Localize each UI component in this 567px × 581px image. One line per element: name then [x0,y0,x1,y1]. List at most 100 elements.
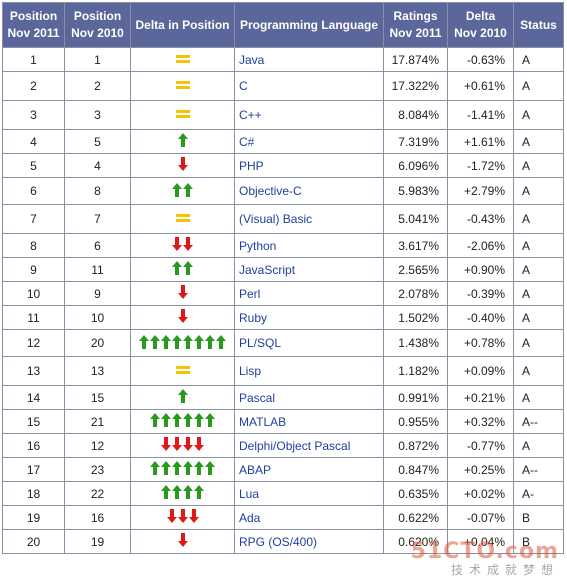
status-cell: B [513,529,564,554]
delta-rating-cell: -1.41% [447,100,514,130]
rating-cell: 1.438% [383,329,448,357]
language-link[interactable]: ABAP [239,462,272,477]
arrow-up-icon [150,461,160,475]
header-position-2010[interactable]: Position Nov 2010 [64,2,131,48]
language-link[interactable]: C [239,79,248,93]
delta-rating-cell: -0.39% [447,281,514,306]
language-link[interactable]: C++ [239,108,262,122]
language-link[interactable]: PHP [239,158,264,173]
table-row: 11 10 Ruby 1.502% -0.40% A [2,305,564,330]
status-cell: B [513,505,564,530]
table-row: 5 4 PHP 6.096% -1.72% A [2,153,564,178]
position-2010-cell: 9 [64,281,131,306]
status-cell: A [513,356,564,386]
language-link[interactable]: Ruby [239,310,268,325]
header-language[interactable]: Programming Language [234,2,384,48]
position-2011-cell: 16 [2,433,65,458]
delta-position-cell [130,505,235,530]
delta-position-cell [130,329,235,357]
delta-position-cell [130,529,235,554]
language-link[interactable]: Python [239,238,277,253]
position-2010-cell: 8 [64,177,131,205]
language-link[interactable]: Java [239,52,265,67]
delta-rating-cell: +0.90% [447,257,514,282]
delta-indicator [166,509,199,523]
status-cell: A-- [513,409,564,434]
table-row: 2 2 C 17.322% +0.61% A [2,71,564,101]
language-cell: (Visual) Basic [234,204,384,234]
language-cell: Python [234,233,384,258]
status-cell: A [513,233,564,258]
position-2011-cell: 8 [2,233,65,258]
arrow-up-icon [177,133,188,147]
language-link[interactable]: (Visual) Basic [239,212,313,226]
rating-cell: 0.622% [383,505,448,530]
delta-rating-cell: +0.09% [447,356,514,386]
arrow-up-icon [183,334,193,349]
delta-indicator [175,109,190,119]
language-link[interactable]: Lua [239,486,260,501]
language-link[interactable]: C# [239,134,255,149]
delta-rating-cell: +0.21% [447,385,514,410]
delta-position-cell [130,129,235,154]
delta-position-cell [130,177,235,205]
header-position-2011-label: Position Nov 2011 [7,9,60,40]
rating-cell: 17.322% [383,71,448,101]
delta-rating-cell: +0.32% [447,409,514,434]
status-cell: A [513,433,564,458]
language-link[interactable]: PL/SQL [239,336,282,350]
language-link[interactable]: RPG (OS/400) [239,534,318,549]
arrow-up-icon [172,413,182,427]
language-link[interactable]: Perl [239,286,261,301]
delta-rating-cell: +0.78% [447,329,514,357]
arrow-up-icon [172,485,182,499]
language-link[interactable]: Lisp [239,364,262,378]
delta-indicator [139,334,226,349]
language-cell: Ada [234,505,384,530]
tiobe-ranking-table-container: Position Nov 2011 Position Nov 2010 Delt… [2,2,564,554]
language-link[interactable]: Objective-C [239,184,302,198]
arrow-down-icon [177,309,188,323]
language-cell: PHP [234,153,384,178]
delta-position-cell [130,305,235,330]
position-2011-cell: 11 [2,305,65,330]
table-row: 17 23 ABAP 0.847% +0.25% A-- [2,457,564,482]
language-link[interactable]: Ada [239,510,261,525]
header-position-2011[interactable]: Position Nov 2011 [2,2,65,48]
arrow-up-icon [205,461,215,475]
language-cell: JavaScript [234,257,384,282]
header-status[interactable]: Status [513,2,564,48]
language-cell: C# [234,129,384,154]
language-link[interactable]: Pascal [239,390,276,405]
language-cell: Perl [234,281,384,306]
arrow-down-icon [177,509,188,523]
language-cell: C [234,71,384,101]
rating-cell: 3.617% [383,233,448,258]
position-2010-cell: 23 [64,457,131,482]
watermark-slogan: 技术成就梦想 [450,563,559,577]
language-link[interactable]: Delphi/Object Pascal [239,438,351,453]
arrow-up-icon [161,334,171,349]
language-cell: RPG (OS/400) [234,529,384,554]
arrow-down-icon [188,509,199,523]
arrow-up-icon [183,413,193,427]
language-link[interactable]: JavaScript [239,262,296,277]
position-2010-cell: 11 [64,257,131,282]
position-2011-cell: 1 [2,47,65,72]
language-link[interactable]: MATLAB [239,414,287,429]
position-2010-cell: 7 [64,204,131,234]
header-delta-position-label: Delta in Position [135,17,230,32]
rating-cell: 7.319% [383,129,448,154]
table-body: 1 1 Java 17.874% -0.63% A 2 2 C 17.322% +0.61% A 3 3 C… [2,47,564,554]
header-delta-rating[interactable]: Delta Nov 2010 [447,2,514,48]
delta-indicator [175,54,190,64]
arrow-up-icon [216,334,226,349]
header-delta-position[interactable]: Delta in Position [130,2,235,48]
language-cell: Objective-C [234,177,384,205]
header-ratings[interactable]: Ratings Nov 2011 [383,2,448,48]
delta-rating-cell: -2.06% [447,233,514,258]
equal-icon [175,366,190,374]
arrow-down-icon [166,509,177,523]
delta-indicator [175,365,190,375]
tiobe-ranking-table: Position Nov 2011 Position Nov 2010 Delt… [2,2,564,554]
